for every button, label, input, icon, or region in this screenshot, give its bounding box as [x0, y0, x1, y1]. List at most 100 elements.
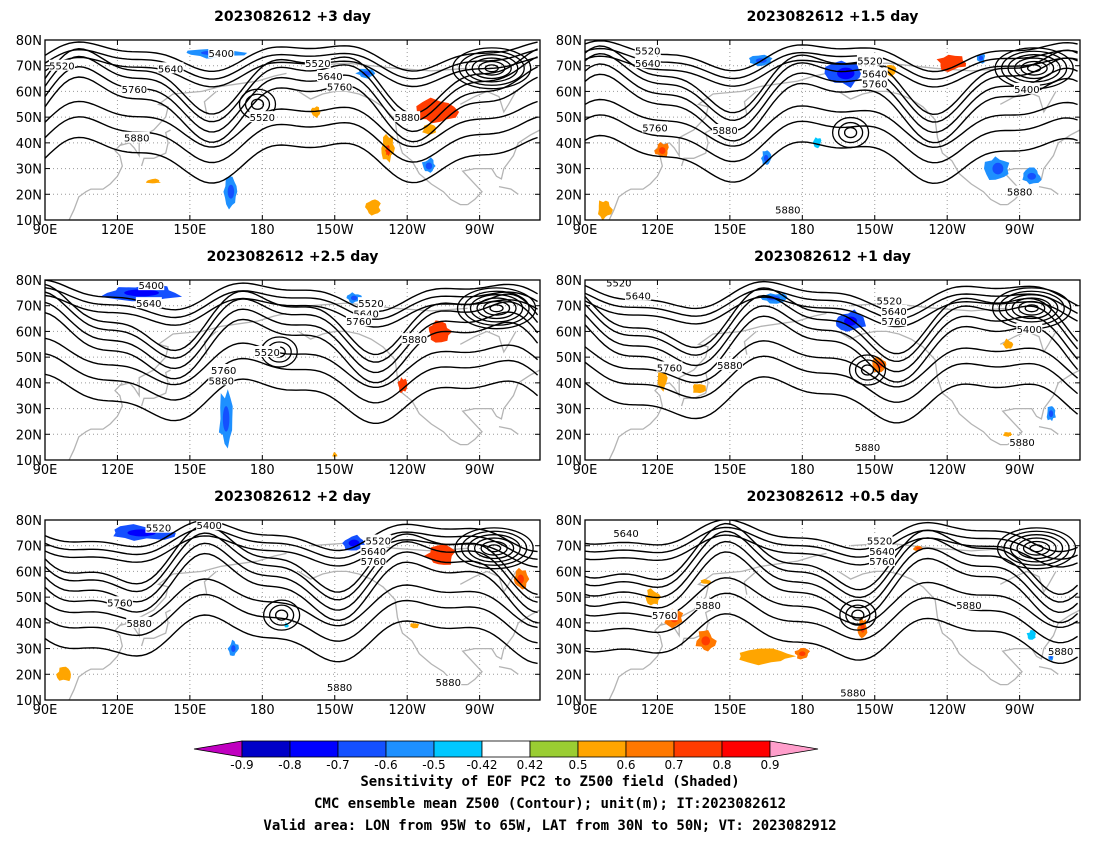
z500-closed-low	[456, 287, 537, 330]
contour-label-bg	[642, 121, 669, 133]
z500-closed-low	[1022, 540, 1051, 556]
coastline	[203, 330, 217, 355]
contour-label: 5880	[712, 126, 737, 137]
contour-label: 5640	[353, 309, 378, 320]
z500-closed-low	[484, 64, 499, 73]
colorbar-label: 0.5	[568, 758, 587, 772]
contour-label-bg	[955, 598, 982, 610]
z500-closed-low	[465, 54, 519, 83]
coastline	[850, 302, 1008, 312]
caption-line-1: Sensitivity of EOF PC2 to Z500 field (Sh…	[360, 774, 740, 790]
sensitivity-core	[837, 67, 855, 80]
sensitivity-core	[876, 361, 883, 369]
panel-title: 2023082612 +0.5 day	[747, 489, 919, 505]
x-tick-label: 150W	[316, 223, 354, 238]
colorbar-label: -0.8	[278, 758, 301, 772]
y-tick-label: 60N	[16, 85, 42, 100]
contour-label-bg	[138, 280, 165, 291]
z500-closed-low	[839, 599, 877, 631]
contour-label-bg	[1016, 322, 1043, 334]
contour-label-bg	[1009, 436, 1036, 447]
contour-label-bg	[634, 57, 661, 69]
colorbar-swatch	[769, 740, 819, 758]
contour-label: 5760	[361, 557, 386, 568]
contour-label: 5640	[136, 299, 161, 310]
colorbar-swatch	[529, 740, 579, 758]
z500-contour	[585, 40, 1078, 73]
y-tick-label: 10N	[556, 694, 582, 709]
z500-closed-low	[274, 609, 289, 621]
z500-contour	[585, 114, 1078, 164]
coastline	[680, 129, 711, 167]
z500-contour	[585, 47, 1078, 80]
z500-contour	[45, 41, 538, 72]
x-tick-label: 90W	[465, 703, 495, 718]
z500-closed-low	[1007, 54, 1061, 83]
panel-title: 2023082612 +3 day	[214, 9, 371, 25]
coastline	[999, 570, 1057, 594]
y-tick-label: 20N	[556, 188, 582, 203]
z500-contour	[585, 613, 1078, 665]
coastline	[1001, 369, 1080, 446]
colorbar-label: 0.42	[517, 758, 544, 772]
sensitivity-patch	[598, 200, 613, 220]
colorbar-label: 0.7	[664, 758, 683, 772]
y-tick-label: 60N	[16, 325, 42, 340]
contour-label: 5760	[642, 123, 667, 134]
z500-contour	[585, 376, 1079, 424]
y-tick-label: 30N	[16, 643, 42, 658]
z500-closed-low	[452, 47, 532, 90]
sensitivity-patch	[56, 666, 71, 682]
coastline	[459, 330, 517, 354]
y-tick-label: 40N	[556, 377, 582, 392]
z500-contour	[585, 305, 1079, 373]
y-tick-label: 60N	[556, 325, 582, 340]
colorbar-swatch	[289, 740, 339, 758]
z500-contour	[585, 355, 1079, 403]
contour-label-bg	[353, 307, 380, 319]
z500-closed-low	[489, 304, 504, 313]
contour-label-bg	[1013, 82, 1040, 94]
colorbar-swatch	[721, 740, 771, 758]
contour-label-bg	[145, 521, 172, 533]
y-tick-label: 70N	[16, 60, 42, 75]
contour-label: 5880	[436, 678, 461, 689]
contour-label-bg	[121, 82, 148, 94]
z500-contour	[45, 287, 538, 320]
contour-label-bg	[106, 596, 133, 608]
sensitivity-core	[992, 162, 1004, 175]
z500-contour	[585, 522, 1079, 596]
y-tick-label: 50N	[16, 591, 42, 606]
sensitivity-core	[425, 162, 433, 170]
x-tick-label: 180	[250, 463, 275, 478]
z500-contour	[45, 283, 539, 356]
coastline	[140, 129, 171, 167]
contour-label: 5520	[867, 537, 892, 548]
coastline	[743, 570, 757, 595]
z500-contour	[45, 56, 538, 88]
z500-contour	[45, 76, 538, 143]
contour-label: 5880	[1007, 188, 1032, 199]
contour-label-bg	[881, 304, 908, 316]
contour-label: 5640	[881, 307, 906, 318]
contour-label: 5400	[139, 281, 164, 292]
coastline	[203, 90, 217, 115]
contour-label: 5880	[402, 335, 427, 346]
sensitivity-core	[1027, 172, 1037, 180]
contour-label: 5640	[625, 291, 650, 302]
contour-label: 5520	[305, 59, 330, 70]
y-tick-label: 20N	[16, 188, 42, 203]
contour-label-bg	[365, 534, 392, 546]
x-tick-label: 120E	[641, 703, 674, 718]
x-tick-label: 90E	[33, 223, 58, 238]
z500-closed-low	[486, 544, 502, 553]
y-tick-label: 50N	[556, 591, 582, 606]
y-tick-label: 30N	[16, 403, 42, 418]
z500-contour	[45, 291, 539, 363]
sensitivity-patch	[1003, 432, 1013, 437]
z500-contour	[585, 526, 1078, 560]
